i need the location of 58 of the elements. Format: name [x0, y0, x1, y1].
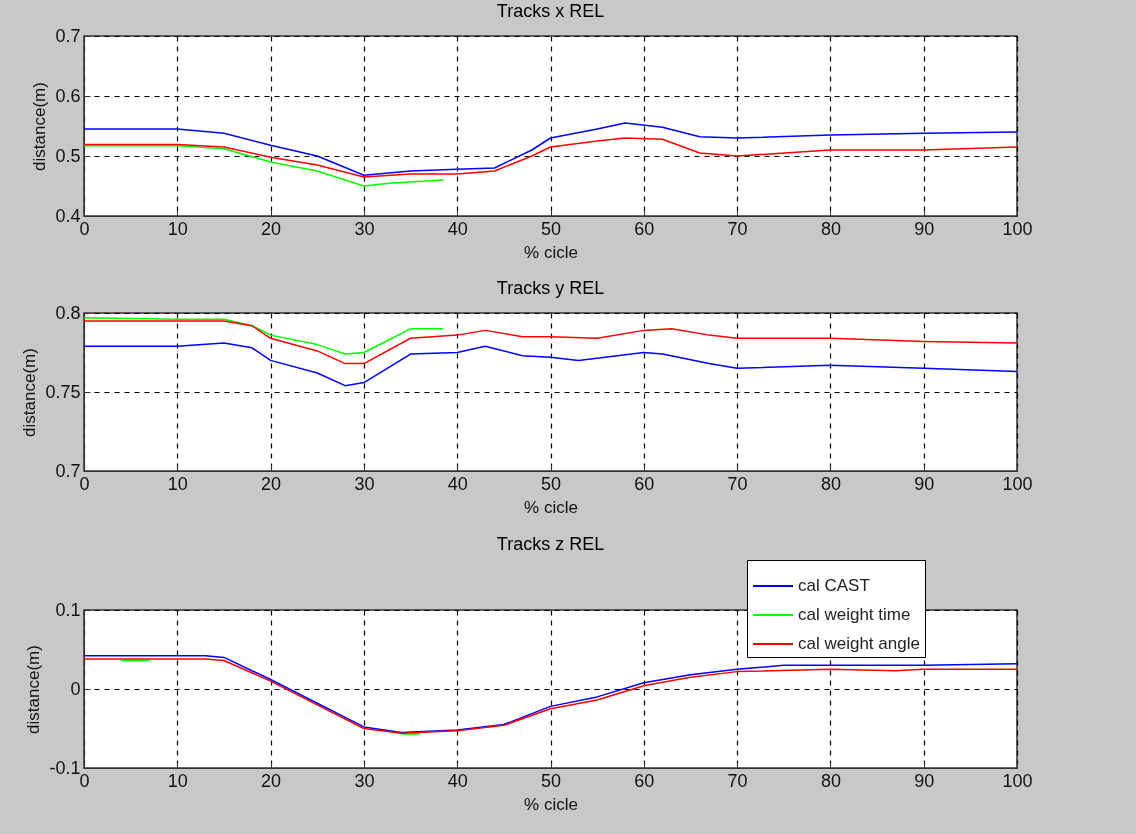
x-tick-label: 60: [634, 473, 655, 494]
legend-label: cal CAST: [798, 576, 870, 595]
y-tick-label: 0.5: [55, 145, 81, 166]
y-tick-label: 0.4: [55, 205, 81, 226]
x-tick-label: 50: [540, 218, 562, 239]
x-tick-label: 100: [1002, 770, 1033, 791]
x-tick-label: 80: [820, 770, 841, 791]
x-tick-label: 80: [820, 218, 841, 239]
x-tick-label: 50: [540, 473, 562, 494]
x-tick-label: 70: [727, 770, 748, 791]
x-tick-label: 40: [447, 473, 468, 494]
x-axis-title: % cicle: [524, 242, 578, 262]
x-tick-label: 90: [914, 473, 935, 494]
x-axis-title: % cicle: [524, 794, 578, 814]
x-tick-label: 90: [914, 770, 935, 791]
x-tick-label: 40: [447, 770, 468, 791]
x-tick-label: 60: [634, 218, 655, 239]
line-series: [83, 342, 1018, 387]
x-tick-label: 20: [261, 218, 282, 239]
line-series: [83, 122, 1018, 176]
x-axis-title: % cicle: [524, 497, 578, 517]
legend-label: cal weight angle: [798, 634, 920, 653]
x-tick-label: 70: [727, 218, 748, 239]
x-tick-label: 30: [354, 473, 375, 494]
x-tick-label: 10: [167, 473, 188, 494]
x-tick-label: 100: [1002, 473, 1033, 494]
legend-label: cal weight time: [798, 605, 911, 624]
line-series: [83, 145, 444, 187]
x-tick-label: 30: [354, 770, 375, 791]
y-axis-title: distance(m): [24, 645, 44, 734]
y-axis-title: distance(m): [30, 82, 50, 171]
chart-title: Tracks x REL: [496, 1, 605, 21]
x-tick-label: 40: [447, 218, 468, 239]
y-tick-label: 0.6: [55, 85, 81, 106]
x-tick-label: 20: [261, 473, 282, 494]
x-tick-label: 10: [167, 770, 188, 791]
x-tick-label: 60: [634, 770, 655, 791]
y-tick-label: 0.7: [55, 25, 81, 46]
chart-title: Tracks y REL: [496, 278, 605, 298]
y-tick-label: 0.75: [45, 381, 81, 402]
y-tick-label: -0.1: [49, 757, 81, 778]
y-tick-label: 0.8: [55, 302, 81, 323]
line-series: [83, 137, 1018, 178]
y-tick-label: 0: [70, 678, 81, 699]
x-tick-label: 100: [1002, 218, 1033, 239]
line-series: [83, 316, 444, 355]
x-tick-label: 90: [914, 218, 935, 239]
x-tick-label: 30: [354, 218, 375, 239]
x-tick-label: 10: [167, 218, 188, 239]
x-tick-label: 80: [820, 473, 841, 494]
x-tick-label: 50: [540, 770, 562, 791]
y-tick-label: 0.7: [55, 460, 81, 481]
y-tick-label: 0.1: [55, 599, 81, 620]
y-axis-title: distance(m): [20, 348, 40, 437]
x-tick-label: 20: [261, 770, 282, 791]
chart-title: Tracks z REL: [496, 533, 605, 554]
x-tick-label: 70: [727, 473, 748, 494]
line-series: [83, 320, 1018, 365]
